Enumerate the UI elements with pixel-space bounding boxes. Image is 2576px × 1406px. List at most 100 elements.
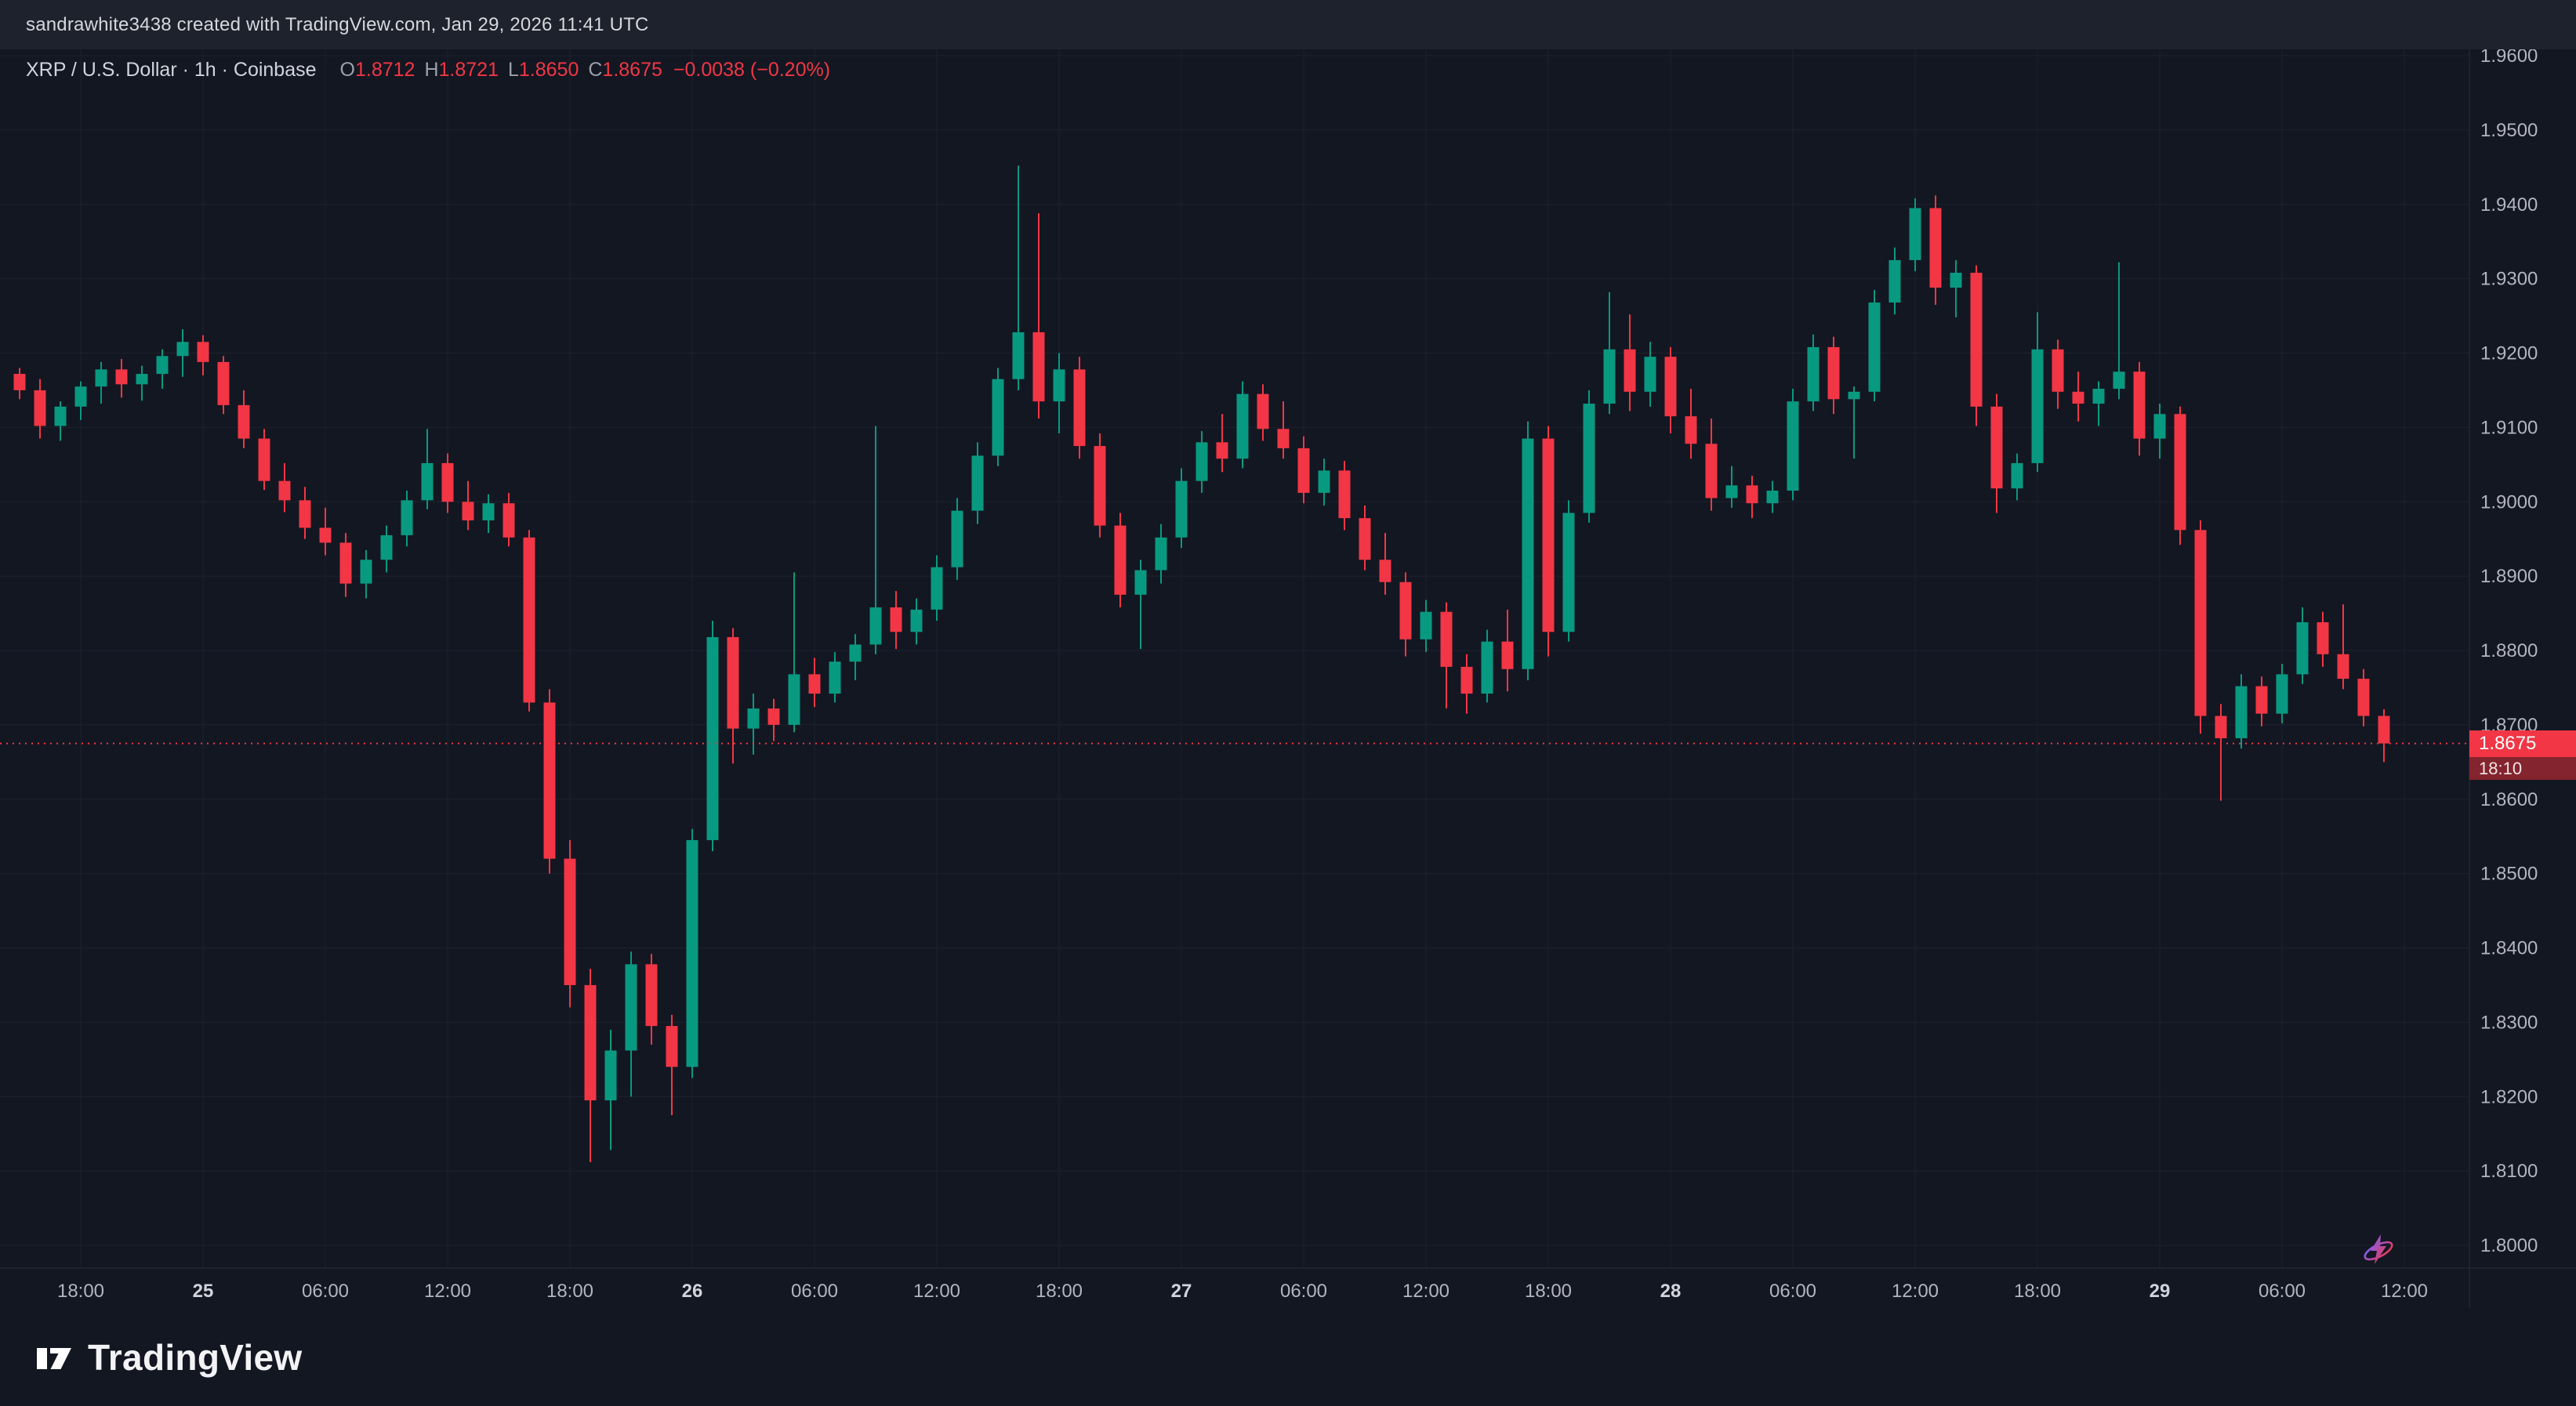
candle-body [1644,357,1656,392]
candle-body [482,503,495,520]
candle-body [706,636,719,840]
candle-body [1195,442,1208,481]
candle-body [2153,414,2166,439]
time-tick-label: 28 [1660,1281,1682,1302]
candle-body [1460,666,1473,694]
price-tick-label: 1.8900 [2480,566,2538,587]
candle-body [1624,349,1636,392]
candle-body [1399,582,1412,640]
time-tick-label: 12:00 [1402,1281,1449,1302]
last-price-label: 1.8675 18:10 [2469,730,2576,780]
candle-body [2215,716,2227,738]
candle-body [788,674,800,725]
time-tick-label: 12:00 [424,1281,471,1302]
candle-body [1094,446,1106,526]
candle-body [2031,349,2044,463]
candle-body [1725,485,1738,498]
price-tick-label: 1.8400 [2480,938,2538,959]
candle-body [747,708,760,729]
price-tick-label: 1.8000 [2480,1235,2538,1256]
change-value: −0.0038 (−0.20%) [673,59,831,81]
time-tick-label: 06:00 [2259,1281,2306,1302]
candle-body [74,386,87,407]
price-tick-label: 1.9200 [2480,343,2538,364]
candle-body [1032,332,1045,402]
time-scale[interactable]: 18:00 25 06:00 12:00 18:00 26 06:00 12:00 18:00 2… [57,1281,2428,1302]
candle-body [2255,686,2268,714]
candle-body [951,510,963,567]
candle-body [1053,369,1065,402]
candle-body [2052,349,2064,392]
candle-body [1277,429,1290,448]
ohlc-open-value: 1.8712 [354,59,415,81]
candle-body [767,708,780,725]
candle-body [115,369,128,385]
candle-body [156,356,169,375]
candle-body [1440,611,1453,667]
tradingview-watermark-icon[interactable] [2358,1229,2399,1270]
candle-body [1175,480,1188,538]
candle-body [1501,641,1514,669]
candle-body [339,542,352,584]
time-tick-label: 18:00 [1525,1281,1572,1302]
price-tick-label: 1.9500 [2480,120,2538,141]
candle-body [1603,349,1616,404]
candle-body [2357,679,2370,716]
time-tick-label: 27 [1171,1281,1192,1302]
candle-body [319,527,332,543]
symbol-legend[interactable]: XRP / U.S. Dollar · 1h · Coinbase O 1.87… [26,59,830,82]
candle-body [564,858,576,985]
candle-body [1542,438,1555,632]
candlestick-plot[interactable]: 1.9600 1.9500 1.9400 1.9300 1.9200 1.9100 1.90… [0,49,2576,1308]
time-tick-label: 18:00 [1036,1281,1083,1302]
time-tick-label: 12:00 [2381,1281,2428,1302]
candle-body [136,374,148,385]
attribution-bar: sandrawhite3438 created with TradingView… [0,0,2576,49]
candle-body [380,534,393,560]
candle-body [869,607,882,645]
candle-body [2194,530,2207,716]
time-tick-label: 18:00 [2014,1281,2061,1302]
grid-lines [0,49,2469,1268]
candle-body [2276,674,2288,714]
chart-area[interactable]: 1.9600 1.9500 1.9400 1.9300 1.9200 1.9100 1.90… [0,49,2576,1308]
candle-body [666,1026,678,1067]
candle-body [829,661,841,694]
ohlc-low-label: L [507,59,519,81]
ohlc-close-label: C [588,59,603,81]
candle-body [197,342,209,362]
price-tick-label: 1.8500 [2480,864,2538,885]
candle-body [1134,570,1147,595]
symbol-title[interactable]: XRP / U.S. Dollar · 1h · Coinbase [26,59,317,81]
candle-body [604,1050,617,1100]
bar-countdown: 18:10 [2469,757,2576,780]
candle-body [462,502,474,520]
candle-body [1114,525,1127,595]
candle-body [217,361,230,405]
candle-body [1481,641,1493,694]
candle-body [849,644,862,662]
candle-body [1257,393,1269,429]
candles-layer [13,165,2390,1162]
candle-body [34,390,46,426]
candle-body [54,406,67,426]
candle-body [13,374,26,390]
price-tick-label: 1.9100 [2480,417,2538,438]
candle-body [1318,470,1330,493]
price-tick-label: 1.8600 [2480,789,2538,810]
candle-body [1379,560,1391,582]
candle-body [1155,537,1167,571]
price-tick-label: 1.8800 [2480,640,2538,661]
candle-body [686,839,698,1067]
price-tick-label: 1.9000 [2480,491,2538,513]
candle-body [2337,654,2349,679]
candle-body [1664,357,1677,417]
ohlc-close-value: 1.8675 [602,59,662,81]
candle-body [910,609,923,632]
candle-body [584,984,597,1100]
candle-body [808,674,821,694]
ohlc-high-label: H [424,59,439,81]
candle-body [1562,513,1575,632]
price-scale[interactable]: 1.9600 1.9500 1.9400 1.9300 1.9200 1.9100 1.90… [2480,49,2538,1256]
price-tick-label: 1.9400 [2480,194,2538,216]
